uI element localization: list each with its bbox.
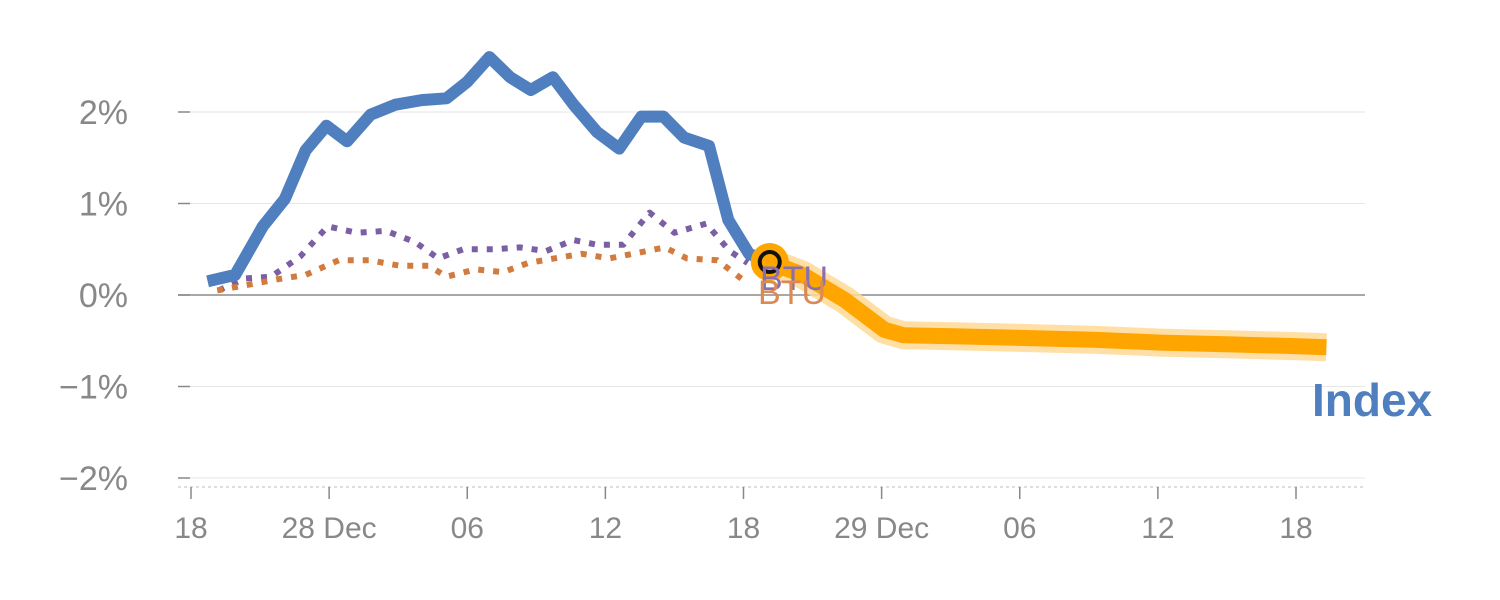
plot-series [206,51,1327,362]
index-end-label: Index [1312,374,1433,426]
x-tick-label: 18 [727,512,760,545]
x-tick-label: 06 [1003,512,1036,545]
annotations: BTU BTU Index [758,260,1433,426]
y-tick-label: −2% [59,460,128,498]
plot-markers [750,243,789,282]
x-tick-label: 28 Dec [282,512,377,545]
series-index-projection [766,254,1327,356]
series-btu-orange [216,244,747,294]
x-tick-label: 06 [451,512,484,545]
grid-lines [178,111,1365,479]
y-tick-label: 2% [79,94,128,132]
x-tick-label: 12 [1141,512,1174,545]
x-axis: 18 28 Dec 06 12 18 29 Dec 06 12 18 [174,486,1365,545]
x-tick-label: 18 [174,512,207,545]
series-index [206,51,772,288]
x-tick-label: 18 [1279,512,1312,545]
y-tick-label: −1% [59,369,128,407]
y-axis: 2% 1% 0% −1% −2% [59,94,190,498]
current-point-marker-ring [750,243,789,282]
y-tick-label: 1% [79,186,128,224]
x-tick-label: 29 Dec [834,512,929,545]
x-tick-label: 12 [589,512,622,545]
current-point-marker [757,250,782,275]
annotation-btu-purple: BTU [760,260,828,298]
y-tick-label: 0% [79,277,128,315]
annotation-btu-orange: BTU [758,274,826,312]
